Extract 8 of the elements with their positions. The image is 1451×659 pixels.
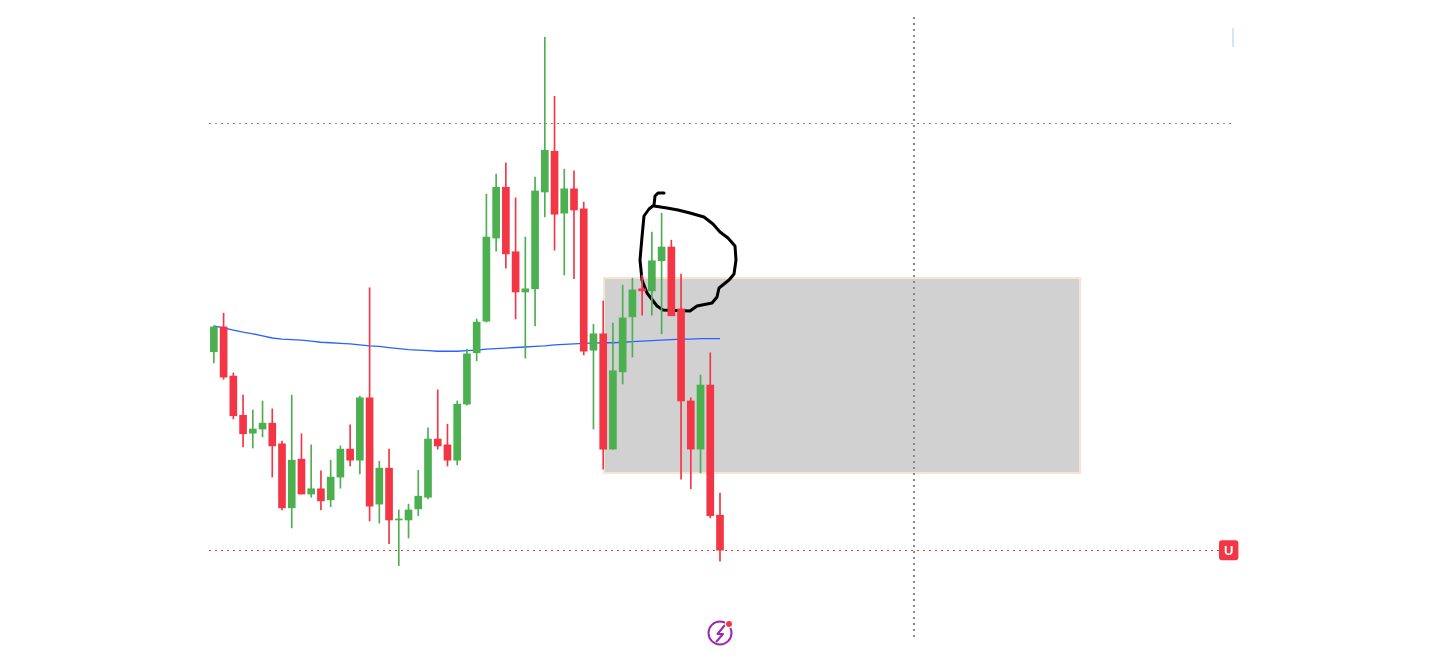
candlestick (570, 170, 578, 280)
candlestick (638, 274, 646, 316)
candlestick (433, 389, 442, 450)
ref-line-label: U (1224, 542, 1234, 558)
candlestick (540, 37, 549, 218)
candlestick (560, 168, 569, 276)
candlestick (248, 409, 257, 449)
candlestick (307, 444, 316, 498)
